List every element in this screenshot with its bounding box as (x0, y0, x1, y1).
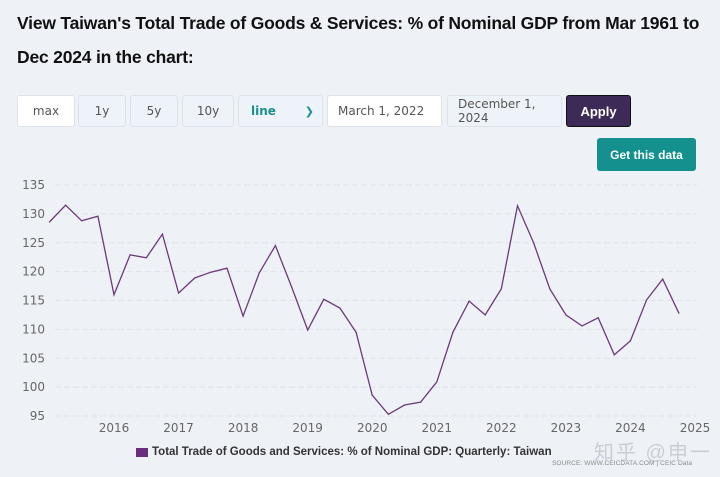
x-tick-label: 2023 (551, 421, 582, 435)
x-tick-label: 2017 (163, 421, 194, 435)
end-date-input[interactable]: December 1, 2024 (447, 95, 562, 127)
data-point (194, 277, 196, 279)
y-tick-label: 120 (22, 265, 45, 279)
start-date-input[interactable]: March 1, 2022 (327, 95, 442, 127)
legend-swatch (136, 447, 148, 457)
data-point (64, 204, 67, 206)
data-point (97, 215, 99, 217)
data-point (549, 288, 551, 290)
data-point (323, 298, 325, 300)
data-point (581, 325, 583, 327)
data-point (678, 312, 680, 314)
data-point (565, 314, 567, 316)
series-line (48, 203, 680, 416)
y-tick-label: 135 (22, 178, 45, 192)
data-point (452, 331, 454, 333)
chevron-down-icon: ❯ (304, 104, 314, 118)
source-credit: SOURCE: WWW.CEICDATA.COM | CEIC Data (552, 460, 693, 467)
data-point (258, 272, 260, 274)
range-10y-button[interactable]: 10y (182, 95, 234, 127)
range-max-button[interactable]: max (17, 95, 75, 127)
range-1y-button[interactable]: 1y (78, 95, 126, 127)
x-tick-label: 2021 (422, 421, 453, 435)
data-point (274, 245, 276, 247)
data-point (129, 254, 131, 256)
chart-legend[interactable]: Total Trade of Goods and Services: % of … (136, 446, 552, 458)
data-point (645, 299, 648, 301)
data-point (339, 307, 341, 309)
x-tick-label: 2025 (680, 421, 711, 435)
y-tick-label: 100 (22, 380, 45, 394)
y-tick-label: 110 (22, 322, 45, 336)
data-point (177, 292, 180, 294)
y-tick-label: 95 (30, 409, 45, 423)
data-point (468, 300, 470, 302)
data-point (290, 286, 293, 288)
x-tick-label: 2016 (99, 421, 130, 435)
y-tick-label: 130 (22, 207, 45, 221)
y-tick-label: 105 (22, 351, 45, 365)
chart-type-value: line (251, 104, 276, 118)
data-point (500, 288, 502, 290)
data-point (145, 257, 147, 259)
data-point (533, 242, 535, 244)
y-tick-label: 125 (22, 236, 45, 250)
data-point (161, 233, 164, 235)
x-tick-label: 2020 (357, 421, 388, 435)
chart-type-select[interactable]: line ❯ (238, 95, 323, 127)
y-tick-label: 115 (22, 294, 45, 308)
data-point (662, 278, 664, 280)
data-point (420, 401, 422, 403)
data-point (307, 329, 309, 331)
data-point (48, 221, 51, 223)
legend-label: Total Trade of Goods and Services: % of … (152, 446, 552, 458)
data-point (403, 404, 406, 406)
get-this-data-button[interactable]: Get this data (597, 138, 696, 171)
watermark: 知乎 @申一 (594, 442, 712, 464)
x-tick-label: 2024 (615, 421, 646, 435)
data-point (210, 271, 212, 273)
data-point (355, 331, 357, 333)
data-point (81, 220, 83, 222)
data-point (516, 205, 519, 207)
x-tick-label: 2019 (292, 421, 323, 435)
range-5y-button[interactable]: 5y (130, 95, 178, 127)
page-title: View Taiwan's Total Trade of Goods & Ser… (17, 13, 700, 67)
x-tick-label: 2022 (486, 421, 517, 435)
data-point (613, 354, 615, 356)
data-point (371, 394, 373, 396)
data-point (629, 340, 632, 342)
data-point (484, 314, 486, 316)
apply-button[interactable]: Apply (566, 95, 631, 127)
x-tick-label: 2018 (228, 421, 259, 435)
data-point (387, 413, 389, 415)
data-point (113, 294, 115, 296)
data-point (436, 381, 438, 383)
data-point (597, 317, 599, 319)
data-point (226, 267, 228, 269)
data-point (242, 315, 244, 317)
